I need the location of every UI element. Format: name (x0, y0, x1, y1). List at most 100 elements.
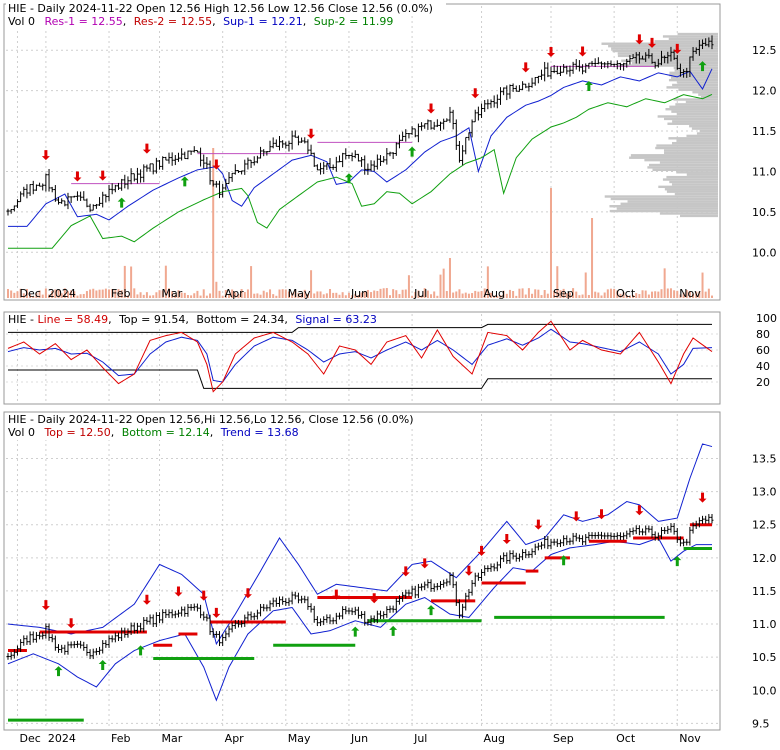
x-tick-label: Dec (19, 732, 40, 745)
x-tick-label: Mar (162, 287, 183, 300)
volume-bar (243, 292, 246, 298)
volume-bar (540, 295, 543, 298)
volume-profile-bar (676, 171, 718, 174)
volume-bar (212, 148, 215, 298)
volume-profile-bar (671, 110, 718, 113)
volume-bar (641, 290, 644, 298)
volume-bar (433, 291, 436, 298)
volume-bar (587, 294, 590, 298)
buy-arrow (351, 626, 360, 637)
volume-profile-bar (699, 129, 718, 133)
volume-profile-bar (700, 95, 718, 99)
volume-profile-bar (662, 35, 718, 38)
volume-bar (436, 295, 439, 298)
volume-profile-bar (692, 91, 718, 94)
volume-bar (338, 294, 341, 298)
oscillator-header: HIE - Line = 58.49, Top = 91.54, Bottom … (8, 313, 377, 326)
volume-profile-bar (674, 192, 718, 196)
volume-bar (297, 292, 300, 298)
volume-bar (701, 272, 704, 298)
volume-bar (155, 292, 158, 298)
volume-profile-bar (609, 209, 718, 213)
osc-top: Top = 91.54 (118, 313, 185, 326)
volume-bar (240, 289, 243, 298)
price-y-tick: 11.0 (752, 165, 777, 178)
volume-profile-bar (666, 86, 718, 89)
sell-arrow (635, 34, 644, 45)
sell-arrow (73, 171, 82, 182)
volume-bar (688, 291, 691, 298)
osc-y-tick: 40 (756, 360, 770, 373)
volume-bar (647, 294, 650, 298)
volume-bar (269, 289, 272, 298)
volume-bar (385, 288, 388, 298)
volume-bar (48, 294, 51, 298)
volume-bar (57, 289, 60, 298)
buy-arrow (180, 176, 189, 187)
volume-bar (417, 290, 420, 298)
sup2-label: Sup-2 = 11.99 (314, 15, 394, 28)
volume-bar (527, 288, 530, 298)
x-tick-label: Jun (350, 287, 368, 300)
boll-y-tick: 12.5 (752, 519, 777, 532)
volume-bar (512, 291, 515, 298)
boll-trend: Trend = 13.68 (220, 426, 299, 439)
volume-bar (186, 295, 189, 298)
volume-bar (467, 293, 470, 298)
buy-arrow (427, 605, 436, 616)
volume-profile-bar (662, 178, 718, 181)
volume-profile-bar (659, 212, 718, 215)
sell-arrow (477, 545, 486, 556)
volume-bar (685, 290, 688, 298)
volume-bar (38, 290, 41, 298)
price-panel (6, 34, 714, 298)
bollinger-panel (6, 443, 714, 722)
volume-bar (666, 288, 669, 298)
volume-bar (486, 266, 489, 298)
volume-bar (404, 289, 407, 298)
volume-bar (591, 218, 594, 298)
sell-arrow (41, 150, 50, 161)
volume-bar (130, 266, 133, 298)
volume-bar (537, 289, 540, 298)
sell-arrow (578, 46, 587, 57)
volume-profile-bar (667, 122, 718, 125)
volume-bar (366, 289, 369, 298)
sell-arrow (67, 618, 76, 629)
volume-bar (549, 188, 552, 298)
volume-profile-bar (608, 44, 718, 48)
volume-profile-bar (689, 124, 718, 128)
volume-profile-bar (621, 59, 718, 62)
osc-line: Line = 58.49 (37, 313, 108, 326)
volume-bar (556, 266, 559, 298)
boll-y-tick: 11.5 (752, 585, 777, 598)
volume-bar (291, 292, 294, 298)
buy-arrow (673, 556, 682, 567)
volume-bar (246, 289, 249, 298)
volume-profile-bar (663, 149, 718, 152)
volume-bar (600, 295, 603, 298)
sup1-line (8, 68, 713, 227)
volume-bar (319, 291, 322, 298)
volume-bar (622, 292, 625, 298)
volume-bar (704, 291, 707, 298)
volume-bar (669, 288, 672, 298)
volume-bar (85, 291, 88, 298)
buy-arrow (698, 61, 707, 72)
volume-profile-bar (630, 154, 718, 157)
volume-profile-bar (663, 117, 718, 121)
volume-profile-bar (685, 100, 718, 104)
boll-y-tick: 13.5 (752, 452, 777, 465)
buy-arrow (559, 555, 568, 566)
volume-bar (483, 288, 486, 298)
volume-profile-bar (674, 69, 718, 72)
volume-profile-bar (616, 207, 718, 210)
x-tick-label: Jul (413, 287, 427, 300)
price-vol: Vol 0 (8, 15, 35, 28)
x-tick-label: Oct (616, 732, 636, 745)
sell-arrow (427, 103, 436, 114)
res2-label: Res-2 = 12.55 (134, 15, 212, 28)
volume-bar (341, 292, 344, 298)
volume-bar (464, 292, 467, 298)
x-tick-label: Nov (679, 732, 701, 745)
